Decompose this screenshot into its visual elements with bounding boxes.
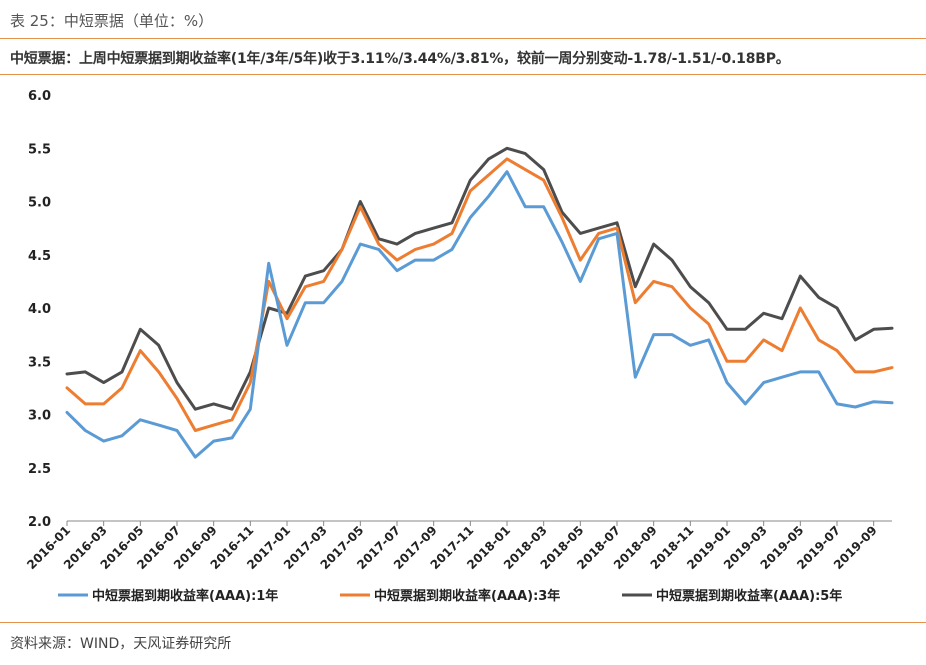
divider-bottom	[0, 622, 926, 623]
series-line-1	[65, 170, 894, 459]
series-line-2	[65, 157, 894, 432]
y-tick-label: 4.0	[28, 302, 51, 317]
divider-top	[0, 38, 926, 39]
series-line-3	[65, 146, 894, 411]
divider-headline	[0, 74, 926, 75]
y-tick-label: 4.5	[28, 249, 51, 264]
y-tick-label: 3.5	[28, 355, 51, 370]
y-tick-label: 5.0	[28, 196, 51, 211]
table-caption: 表 25：中短票据（单位：%）	[10, 12, 214, 30]
y-tick-label: 3.0	[28, 409, 51, 424]
headline: 中短票据：上周中短票据到期收益率(1年/3年/5年)收于3.11%/3.44%/…	[10, 51, 790, 67]
legend-label-1: 中短票据到期收益率(AAA):1年	[92, 588, 278, 604]
y-tick-label: 2.5	[28, 462, 51, 477]
legend-label-3: 中短票据到期收益率(AAA):5年	[656, 588, 842, 604]
yield-line-chart: 2.02.53.03.54.04.55.05.56.02016-012016-0…	[24, 89, 894, 604]
y-tick-label: 6.0	[28, 89, 51, 104]
legend-label-2: 中短票据到期收益率(AAA):3年	[374, 588, 560, 604]
y-tick-label: 2.0	[28, 515, 51, 530]
y-tick-label: 5.5	[28, 142, 51, 157]
source-note: 资料来源：WIND，天风证券研究所	[10, 636, 232, 652]
